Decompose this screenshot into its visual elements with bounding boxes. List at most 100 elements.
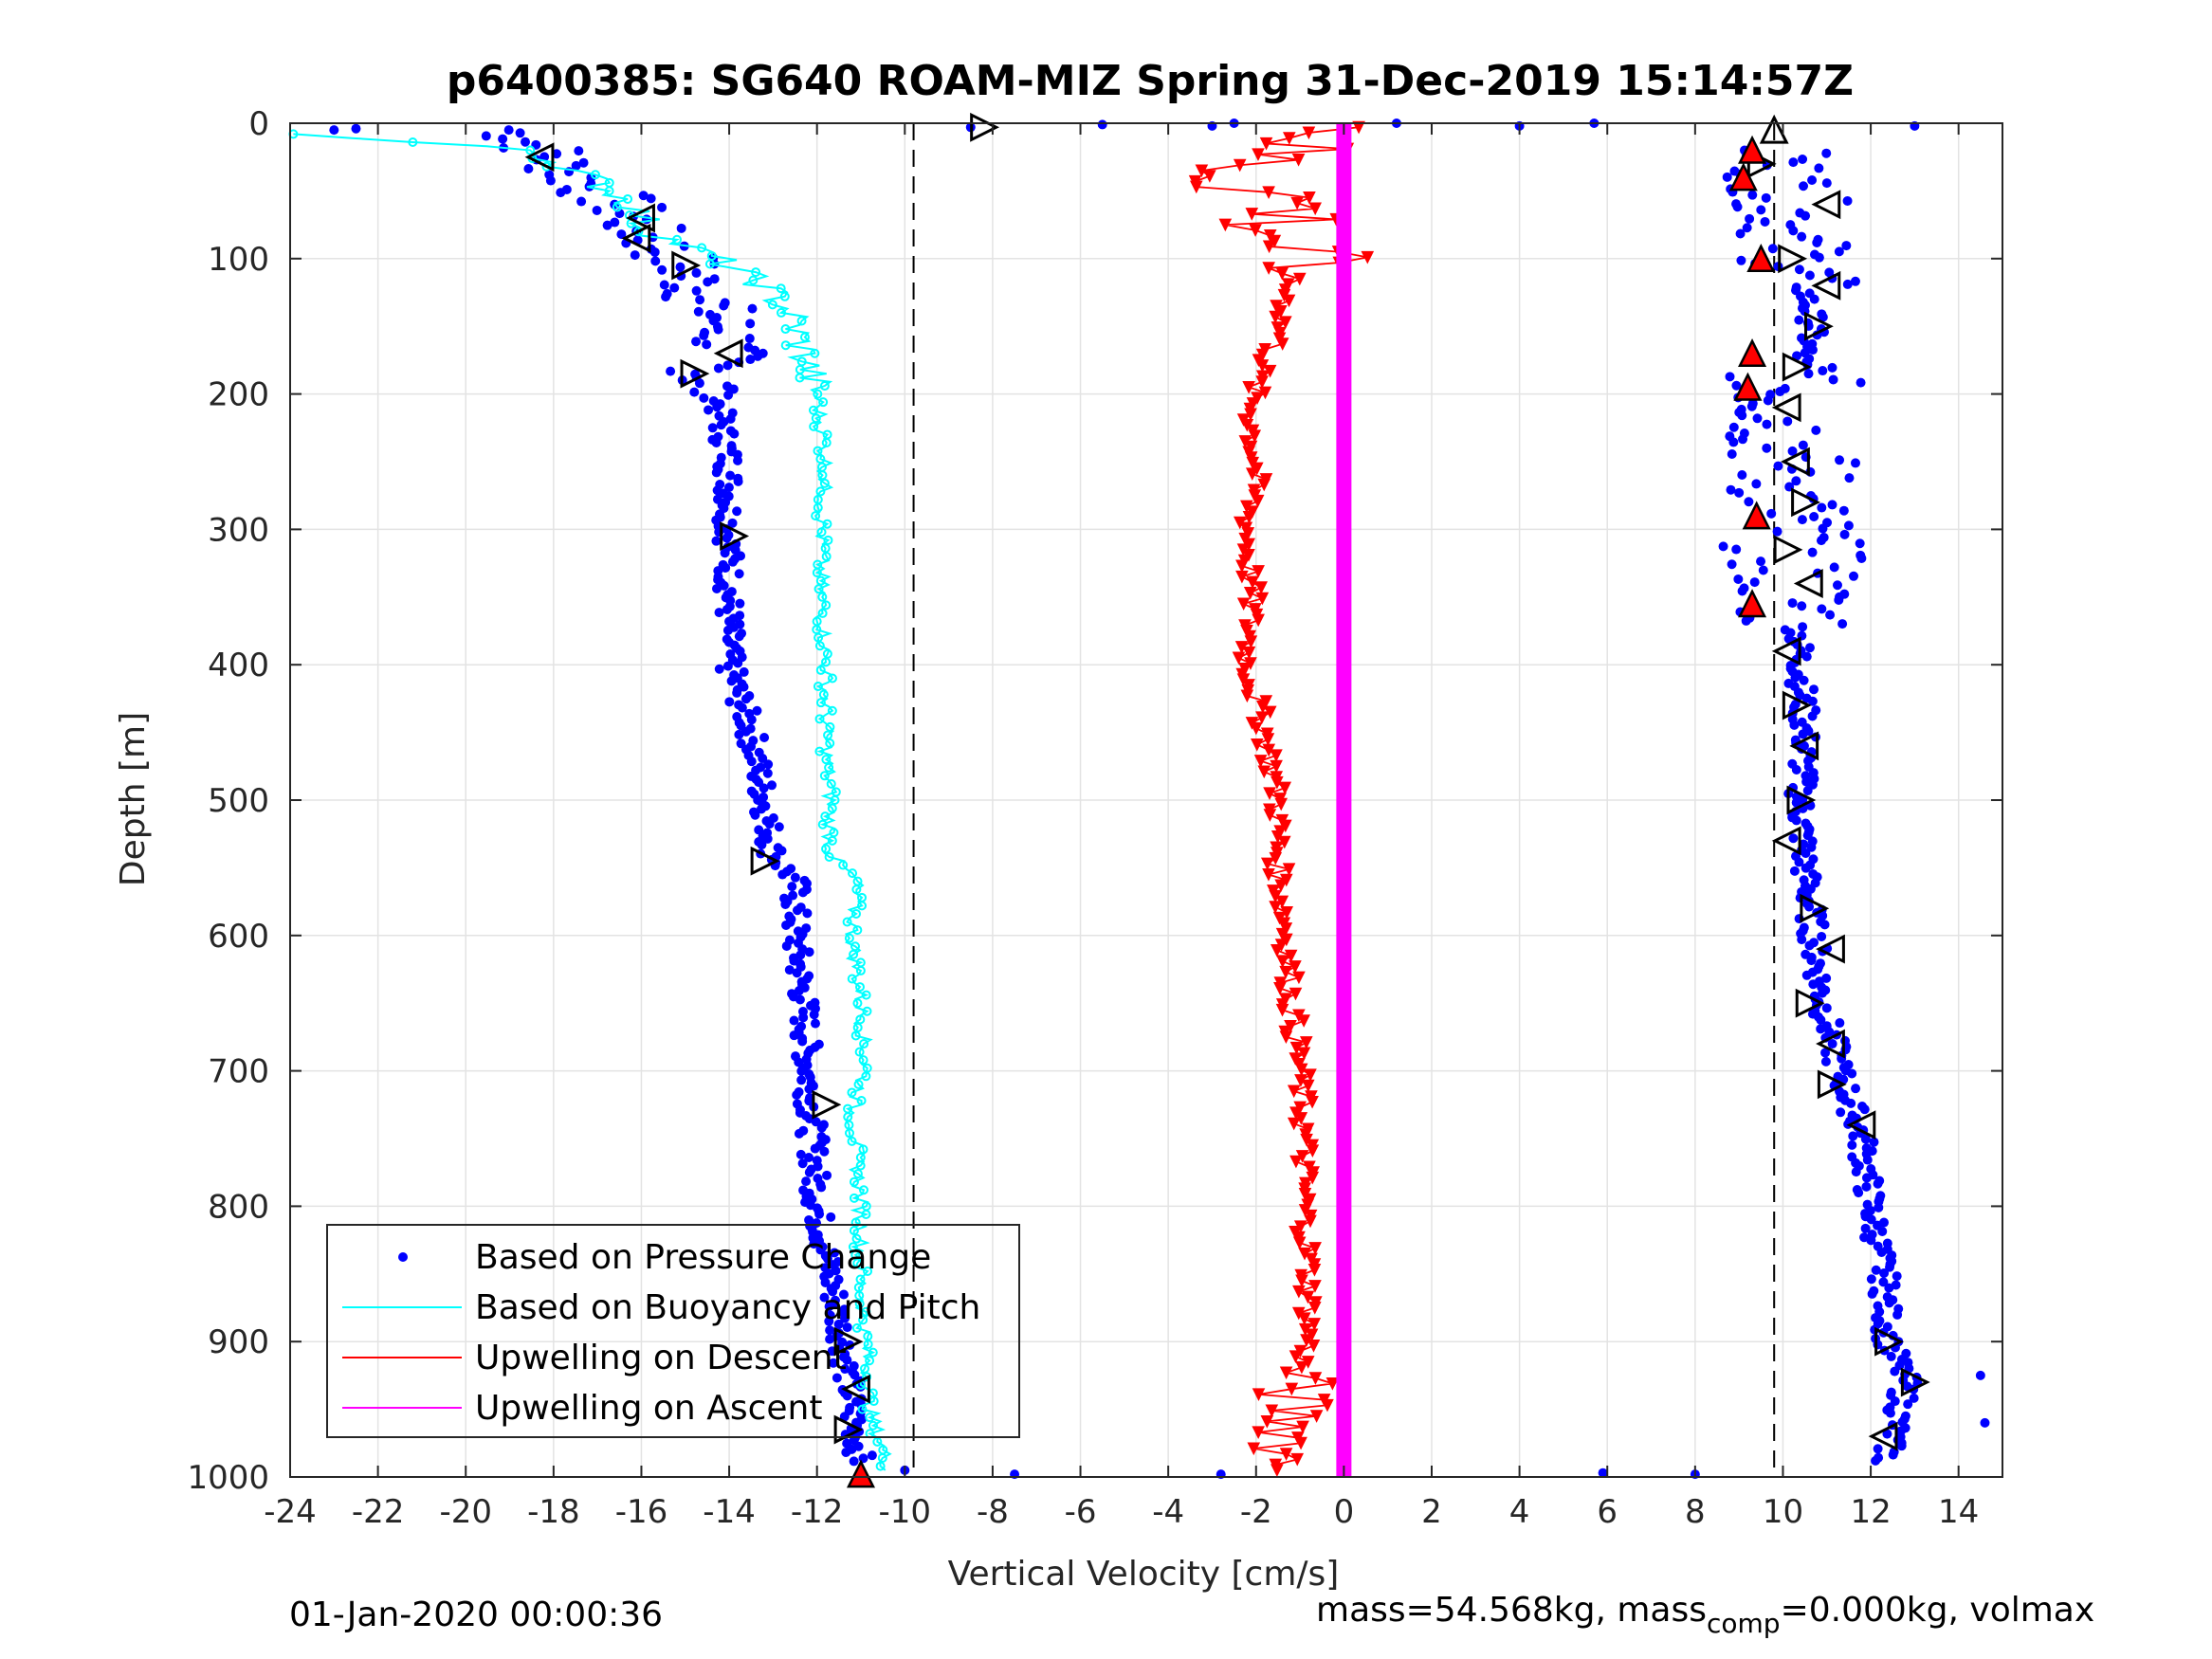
stall-triangle-marker [1800, 893, 1830, 923]
pressure-change-descent-point [752, 705, 762, 716]
buoyancy-pitch-marker [849, 1176, 859, 1187]
pressure-change-ascent-point [1876, 1247, 1887, 1257]
pressure-change-descent-point [824, 1316, 834, 1326]
upwelling-descent-marker [1275, 955, 1289, 969]
pressure-change-descent-point [659, 280, 669, 290]
upwelling-descent-marker [1279, 1030, 1293, 1045]
pressure-change-descent-point [792, 905, 802, 916]
buoyancy-pitch-marker [810, 348, 820, 358]
stall-triangle-marker [1789, 731, 1819, 761]
pressure-change-ascent-point [1760, 216, 1770, 227]
pressure-change-ascent-point [1807, 711, 1818, 721]
buoyancy-pitch-marker [814, 714, 825, 724]
pressure-change-descent-point [764, 819, 775, 830]
pressure-change-ascent-point [1799, 181, 1809, 191]
buoyancy-pitch-marker [865, 1356, 875, 1366]
upwelling-descent-marker [1307, 1302, 1322, 1315]
buoyancy-pitch-marker [814, 584, 824, 594]
pressure-change-ascent-point [1738, 434, 1748, 445]
buoyancy-pitch-marker [623, 193, 633, 204]
upwelling-descent-marker [1289, 1155, 1303, 1169]
pressure-change-ascent-point [1787, 598, 1798, 609]
pressure-change-ascent-point [1799, 675, 1809, 685]
buoyancy-pitch-marker [821, 600, 832, 611]
pressure-change-ascent-point [1741, 615, 1751, 626]
pressure-change-ascent-point [1890, 1366, 1900, 1376]
upwelling-descent-marker [1252, 148, 1265, 161]
pressure-change-ascent-point [1827, 362, 1837, 373]
buoyancy-pitch-marker [821, 438, 832, 448]
pressure-change-ascent-point [1745, 213, 1755, 224]
buoyancy-pitch-marker [852, 998, 863, 1009]
pressure-change-ascent-point [1860, 1223, 1871, 1233]
pressure-change-ascent-point [1803, 369, 1814, 379]
buoyancy-pitch-marker [813, 682, 823, 692]
pressure-change-ascent-point [1762, 443, 1772, 453]
upwelling-descent-marker [1257, 478, 1271, 492]
y-tick-label: 800 [208, 1188, 269, 1226]
legend-label: Based on Pressure Change [475, 1238, 931, 1277]
buoyancy-pitch-marker [780, 340, 791, 351]
upwelling-descent-marker [1233, 158, 1247, 173]
pressure-change-ascent-point [1837, 619, 1848, 629]
buoyancy-pitch-marker [847, 1136, 857, 1146]
pressure-change-ascent-point [1873, 1178, 1883, 1189]
y-tick-label: 400 [208, 647, 269, 684]
upwelling-descent-marker [1307, 1339, 1321, 1353]
buoyancy-pitch-marker [817, 470, 828, 481]
pressure-change-ascent-point [1737, 469, 1747, 480]
buoyancy-pitch-marker [822, 519, 832, 529]
upwelling-descent-marker [1262, 240, 1276, 254]
pressure-change-descent-point [734, 631, 744, 642]
pressure-change-descent-point [722, 661, 733, 671]
pressure-change-descent-point [781, 940, 792, 951]
pressure-change-descent-point [726, 676, 737, 686]
pressure-change-descent-point [825, 1325, 835, 1336]
buoyancy-pitch-marker [853, 1079, 864, 1089]
buoyancy-pitch-marker [612, 202, 622, 212]
pressure-change-descent-point [602, 220, 612, 230]
buoyancy-pitch-marker [855, 965, 866, 975]
buoyancy-pitch-marker [848, 868, 858, 879]
pressure-change-descent-point [745, 355, 756, 365]
upwelling-descent-marker [1299, 1036, 1313, 1049]
x-tick-label: -2 [1240, 1493, 1272, 1531]
pressure-change-ascent-point [1812, 237, 1822, 247]
pressure-change-descent-point [819, 1292, 830, 1303]
buoyancy-pitch-marker [847, 1087, 857, 1098]
stall-triangle-marker [970, 112, 1000, 142]
upwelling-descent-marker [1308, 1280, 1322, 1293]
pressure-change-ascent-point [1752, 413, 1763, 424]
pressure-change-descent-point [714, 608, 724, 618]
pressure-change-descent-point [481, 131, 491, 141]
pressure-change-ascent-point [1816, 1014, 1826, 1025]
pressure-change-outlier [1975, 1370, 1985, 1380]
buoyancy-pitch-marker [825, 738, 835, 749]
upwelling-descent-marker [1306, 1144, 1320, 1158]
stall-triangle-marker [713, 338, 743, 369]
x-tick-label: 12 [1850, 1493, 1891, 1531]
pressure-change-descent-point [828, 1286, 838, 1297]
buoyancy-pitch-marker [815, 575, 826, 586]
y-tick-label: 600 [208, 918, 269, 956]
pressure-change-ascent-point [1878, 1277, 1889, 1287]
x-tick-label: 10 [1763, 1493, 1803, 1531]
pressure-change-ascent-point [1722, 172, 1732, 182]
buoyancy-pitch-marker [823, 535, 833, 545]
pressure-change-descent-point [774, 822, 784, 832]
buoyancy-pitch-marker [818, 397, 829, 408]
pressure-change-descent-point [797, 887, 808, 898]
buoyancy-pitch-marker [821, 657, 832, 667]
buoyancy-pitch-marker [815, 698, 826, 708]
pressure-change-ascent-point [1885, 1262, 1895, 1272]
legend: Based on Pressure Change Based on Buoyanc… [326, 1224, 1020, 1438]
buoyancy-pitch-marker [824, 762, 834, 773]
pressure-change-ascent-point [1811, 425, 1821, 435]
stall-triangle-marker [1874, 1326, 1904, 1357]
pressure-change-descent-point [556, 188, 566, 198]
upwelling-descent-marker [1263, 809, 1277, 822]
pressure-change-descent-point [802, 908, 813, 919]
upwelling-descent-marker [1259, 137, 1273, 151]
y-tick-label: 700 [208, 1053, 269, 1091]
pressure-change-ascent-point [1874, 1202, 1884, 1212]
